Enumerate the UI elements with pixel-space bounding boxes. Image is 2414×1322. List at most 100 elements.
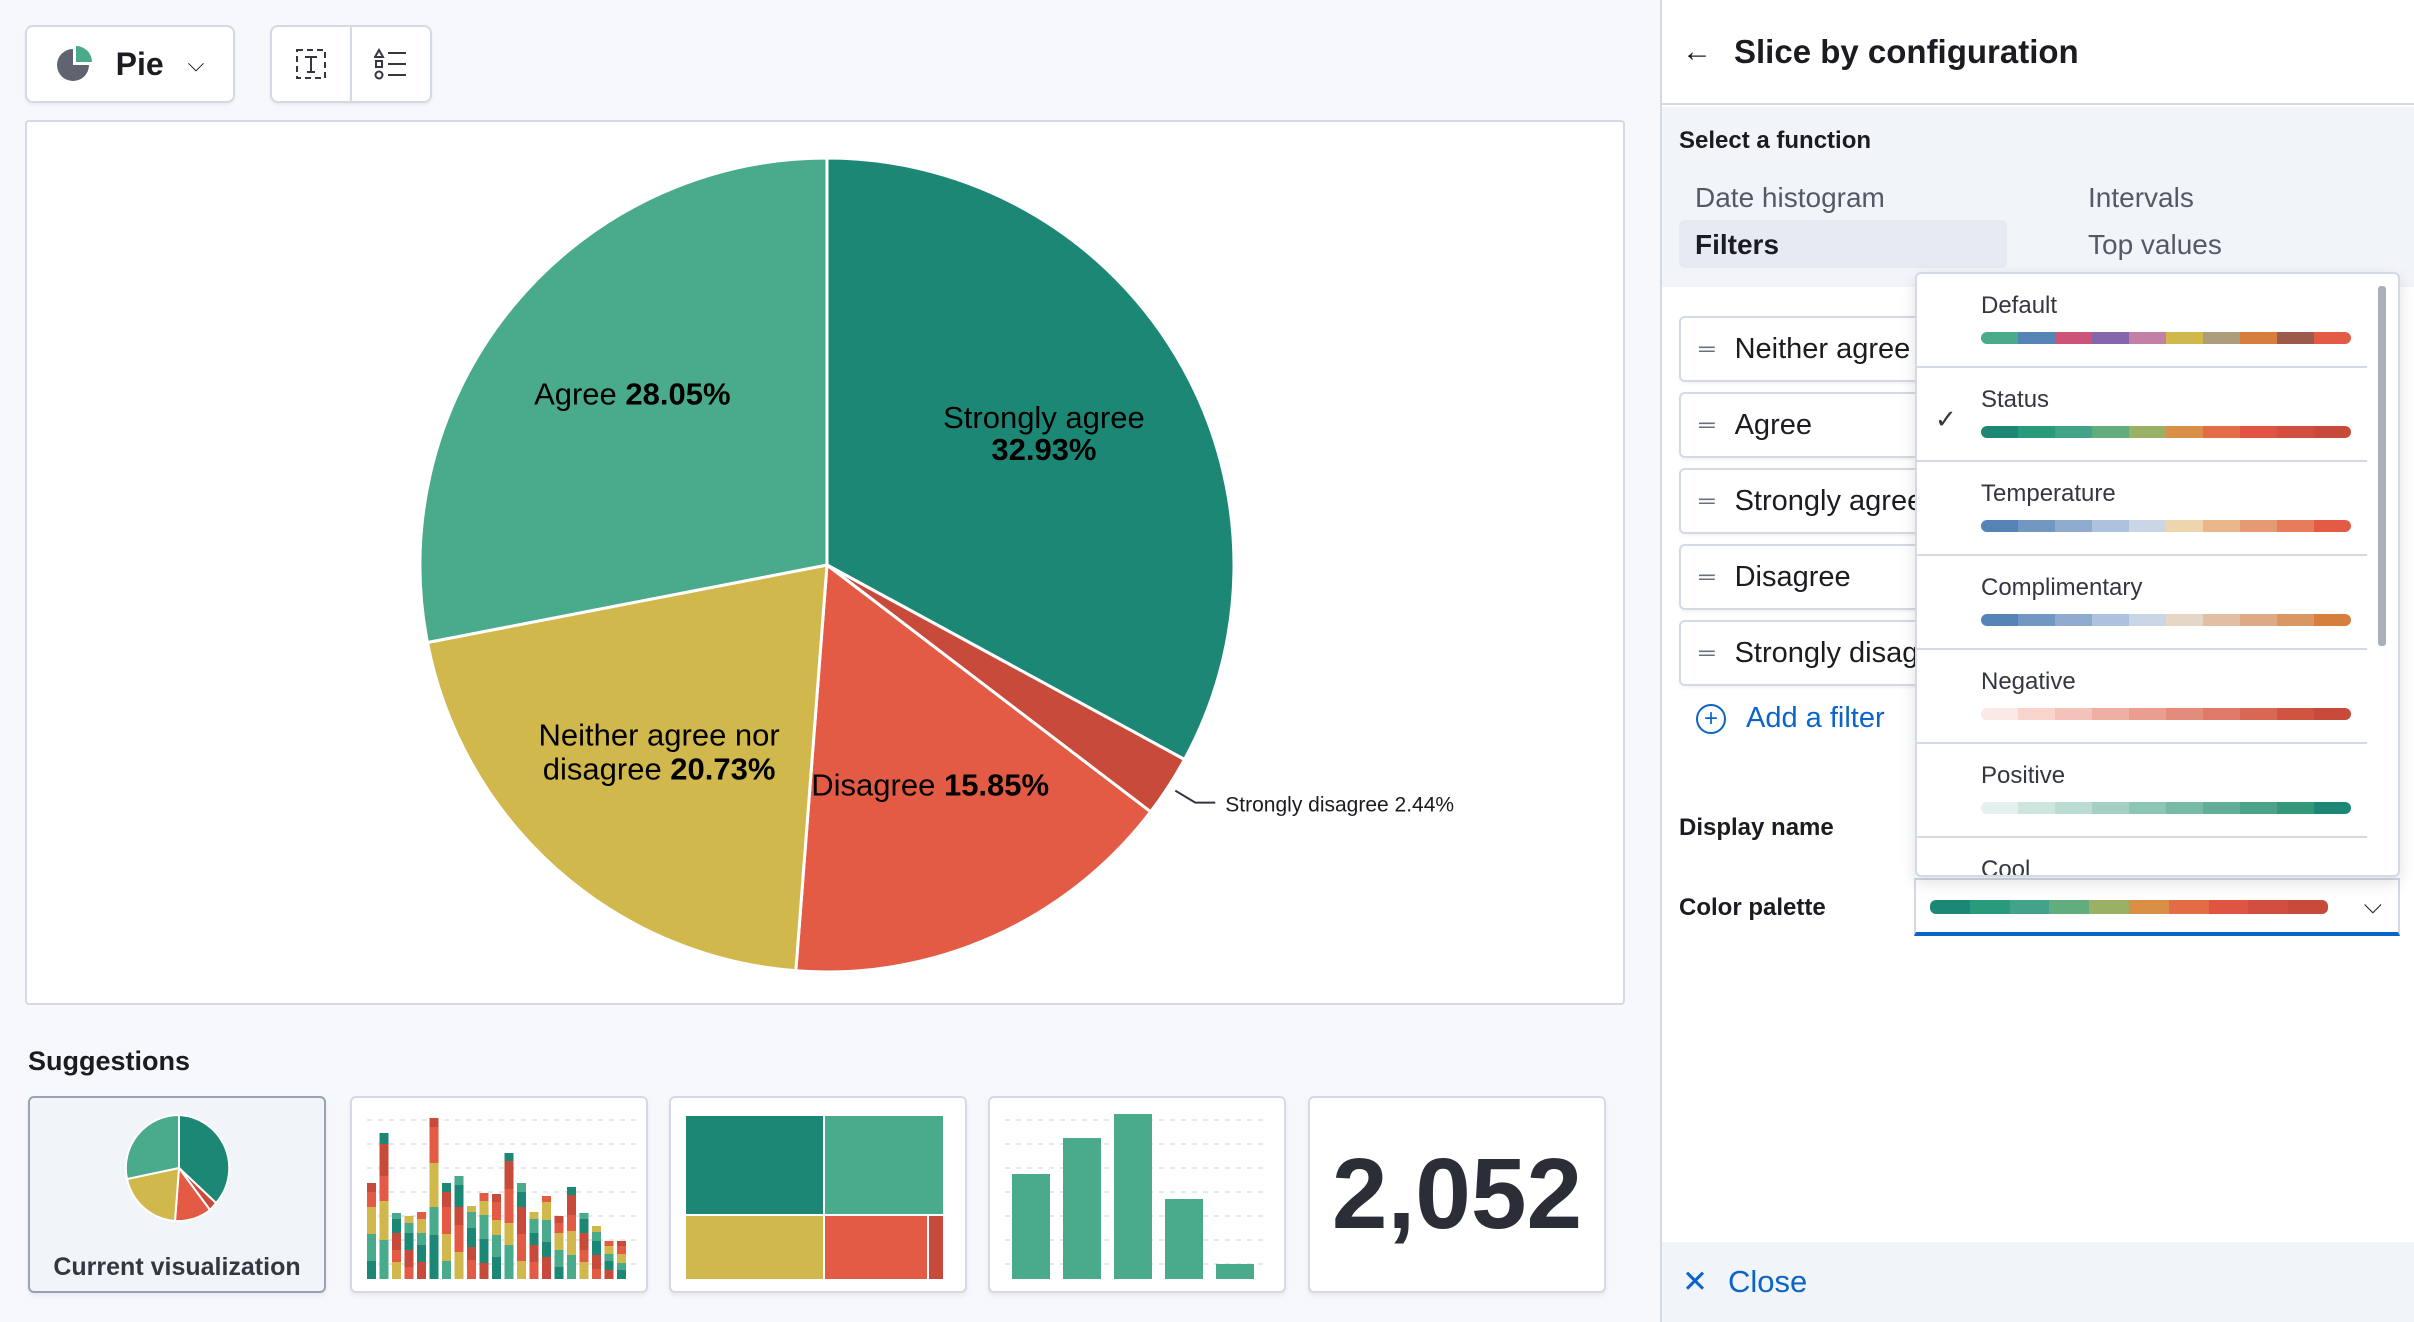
function-filters[interactable]: Filters bbox=[1695, 229, 1780, 260]
bar-segment bbox=[604, 1241, 614, 1246]
palette-swatch bbox=[2166, 802, 2203, 814]
palette-swatch bbox=[2166, 708, 2203, 720]
drag-handle-icon[interactable]: ═ bbox=[1699, 564, 1715, 589]
function-top-values[interactable]: Top values bbox=[2088, 229, 2222, 260]
palette-swatch bbox=[2314, 426, 2351, 438]
bar-segment bbox=[392, 1262, 401, 1279]
palette-swatch bbox=[2166, 520, 2203, 532]
scrollbar[interactable] bbox=[2378, 286, 2386, 646]
bar-segment bbox=[579, 1213, 589, 1219]
add-filter-button[interactable]: + Add a filter bbox=[1696, 702, 1885, 735]
bar-segment bbox=[579, 1262, 589, 1279]
metric-value: 2,052 bbox=[1331, 1138, 1583, 1250]
bar-segment bbox=[504, 1223, 514, 1245]
function-intervals[interactable]: Intervals bbox=[2088, 182, 2194, 213]
filter-label: Disagree bbox=[1734, 560, 1851, 593]
bar-segment bbox=[467, 1260, 476, 1279]
drag-handle-icon[interactable]: ═ bbox=[1699, 412, 1715, 437]
bar-thumbnail bbox=[1005, 1114, 1265, 1279]
pie-slice[interactable] bbox=[794, 562, 1153, 974]
bar-segment bbox=[479, 1263, 489, 1279]
back-arrow-icon[interactable]: ← bbox=[1682, 34, 1712, 68]
palette-option-cool[interactable]: Cool bbox=[1917, 838, 2367, 877]
palette-bar bbox=[1981, 708, 2351, 720]
chart-type-label: Pie bbox=[115, 45, 164, 82]
bar-segment bbox=[567, 1231, 576, 1255]
palette-swatch bbox=[2128, 900, 2169, 914]
palette-option-status[interactable]: Status ✓ bbox=[1917, 368, 2367, 462]
bar-segment bbox=[529, 1245, 539, 1262]
chevron-down-icon: ⌵ bbox=[2363, 892, 2382, 919]
chart-type-button[interactable]: Pie ⌵ bbox=[25, 25, 235, 103]
bar-segment bbox=[404, 1267, 414, 1279]
palette-swatch bbox=[2018, 332, 2055, 344]
color-palette-select[interactable]: ⌵ bbox=[1914, 878, 2400, 936]
slice-label: Strongly agree 32.93% bbox=[943, 400, 1145, 467]
suggestion-bar[interactable] bbox=[988, 1096, 1286, 1293]
bar-segment bbox=[492, 1202, 501, 1220]
pie-chart-icon bbox=[56, 46, 92, 81]
selected-palette-bar bbox=[1930, 900, 2328, 914]
pie-slice[interactable] bbox=[825, 156, 1236, 762]
bar-segment bbox=[517, 1183, 526, 1192]
bar-segment bbox=[517, 1192, 526, 1207]
color-palette-label: Color palette bbox=[1679, 894, 1826, 921]
palette-bar bbox=[1981, 520, 2351, 532]
palette-swatch bbox=[2277, 426, 2314, 438]
pie-slice[interactable] bbox=[418, 156, 829, 645]
palette-name: Cool bbox=[1981, 856, 2031, 877]
palette-option-negative[interactable]: Negative bbox=[1917, 650, 2367, 744]
check-icon: ✓ bbox=[1935, 404, 1957, 434]
bar-segment bbox=[379, 1144, 389, 1176]
palette-swatch bbox=[1981, 520, 2018, 532]
pie-chart: Strongly agree 32.93% Strongly disagree 2.… bbox=[418, 156, 1454, 974]
drag-handle-icon[interactable]: ═ bbox=[1699, 488, 1715, 513]
palette-bar bbox=[1981, 332, 2351, 344]
bar-segment bbox=[542, 1257, 551, 1279]
palette-option-default[interactable]: Default bbox=[1917, 274, 2367, 368]
suggestions-title: Suggestions bbox=[28, 1046, 191, 1076]
bar-segment bbox=[404, 1250, 414, 1267]
bar-segment bbox=[492, 1220, 501, 1235]
drag-handle-icon[interactable]: ═ bbox=[1699, 640, 1715, 665]
palette-name: Temperature bbox=[1981, 480, 2116, 507]
palette-swatch bbox=[2018, 708, 2055, 720]
filter-label: Strongly agree bbox=[1734, 484, 1924, 517]
suggestion-metric[interactable]: 2,052 bbox=[1308, 1096, 1606, 1293]
text-field-button[interactable] bbox=[270, 25, 352, 103]
palette-name: Negative bbox=[1981, 668, 2076, 695]
bar-segment bbox=[617, 1241, 626, 1246]
display-name-label: Display name bbox=[1679, 814, 1834, 841]
bar-segment bbox=[567, 1255, 576, 1279]
bar-segment bbox=[517, 1234, 526, 1261]
palette-option-positive[interactable]: Positive bbox=[1917, 744, 2367, 838]
drag-handle-icon[interactable]: ═ bbox=[1699, 336, 1715, 361]
function-filters-highlight bbox=[1679, 220, 2007, 268]
bar-segment bbox=[417, 1219, 426, 1233]
palette-option-complimentary[interactable]: Complimentary bbox=[1917, 556, 2367, 650]
bar-segment bbox=[479, 1193, 489, 1201]
plus-circle-icon: + bbox=[1696, 703, 1726, 734]
bar-segment bbox=[579, 1233, 589, 1250]
palette-swatch bbox=[2277, 802, 2314, 814]
palette-swatch bbox=[2240, 332, 2277, 344]
bar-segment bbox=[467, 1206, 476, 1212]
bar-segment bbox=[579, 1250, 589, 1262]
slice-label: Neither agree nor disagree 20.73% bbox=[538, 717, 779, 786]
pie-slice[interactable] bbox=[425, 563, 829, 973]
palette-option-temperature[interactable]: Temperature bbox=[1917, 462, 2367, 556]
legend-button[interactable] bbox=[350, 25, 432, 103]
palette-dropdown: Default Status ✓ Temperature Complimentary Ne… bbox=[1915, 272, 2400, 877]
suggestion-current[interactable]: Current visualization bbox=[28, 1096, 326, 1293]
suggestion-stacked-bar[interactable] bbox=[350, 1096, 648, 1293]
flyout-title: Slice by configuration bbox=[1734, 32, 2079, 70]
bar-segment bbox=[542, 1242, 551, 1257]
bar-segment bbox=[592, 1269, 601, 1279]
bar-segment bbox=[392, 1219, 401, 1233]
suggestion-treemap[interactable] bbox=[669, 1096, 967, 1293]
bar-segment bbox=[379, 1133, 389, 1144]
pie-thumbnail bbox=[124, 1113, 231, 1223]
close-button[interactable]: ✕ Close bbox=[1662, 1242, 2414, 1322]
bar-segment bbox=[454, 1225, 464, 1252]
function-date-histogram[interactable]: Date histogram bbox=[1695, 182, 1885, 213]
